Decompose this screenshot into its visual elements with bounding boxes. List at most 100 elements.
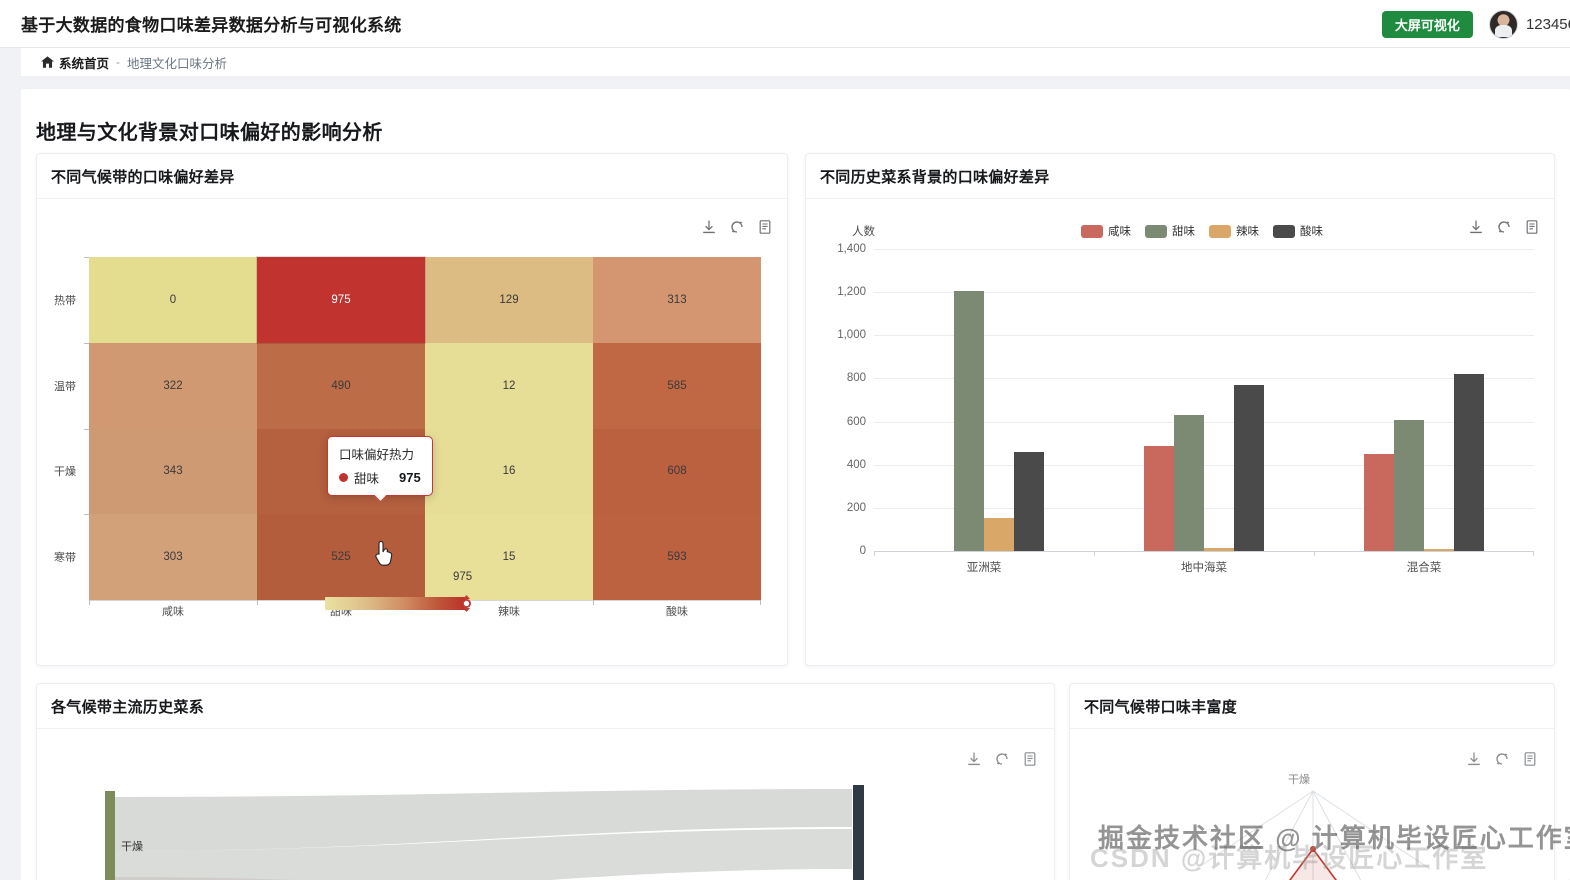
panel-header: 不同气候带的口味偏好差异 xyxy=(37,154,787,199)
data-view-icon[interactable] xyxy=(1524,219,1540,235)
bar-sweet xyxy=(1394,419,1424,551)
gridline xyxy=(874,421,1534,423)
legend-label: 甜味 xyxy=(1172,226,1195,238)
page-card: 地理与文化背景对口味偏好的影响分析 不同气候带的口味偏好差异 xyxy=(21,89,1570,880)
legend-swatch xyxy=(1209,224,1231,238)
download-icon[interactable] xyxy=(1468,219,1484,235)
heatmap-cell[interactable]: 343 xyxy=(89,428,257,515)
bar-x-label: 混合菜 xyxy=(1406,562,1442,574)
heatmap-y-label: 温带 xyxy=(54,380,76,393)
refresh-icon[interactable] xyxy=(994,751,1010,767)
gridline xyxy=(874,249,1534,250)
bar-plot-area xyxy=(874,249,1534,551)
big-screen-visualization-button[interactable]: 大屏可视化 xyxy=(1381,10,1473,38)
legend-label: 辣味 xyxy=(1236,226,1259,238)
legend-item-sweet[interactable]: 甜味 xyxy=(1145,223,1195,239)
visual-map-handle[interactable] xyxy=(460,595,473,612)
download-icon[interactable] xyxy=(1466,751,1482,767)
heatmap-cell[interactable]: 16 xyxy=(425,428,593,515)
bar-salty xyxy=(1364,453,1394,551)
bar-sour xyxy=(1234,384,1264,551)
heatmap-row: 343 514 16 608 xyxy=(89,428,761,515)
data-view-icon[interactable] xyxy=(1522,751,1538,767)
bar-series-container xyxy=(874,249,1534,551)
heatmap-x-tick xyxy=(760,600,761,605)
panel-title-bar: 不同历史菜系背景的口味偏好差异 xyxy=(820,168,1050,186)
bar-y-axis-labels: 0 200 400 600 800 1,000 1,200 1,400 xyxy=(806,243,874,557)
heatmap-tooltip: 口味偏好热力 甜味 975 xyxy=(327,436,433,496)
legend-item-salty[interactable]: 咸味 xyxy=(1081,223,1131,239)
heatmap-y-label: 热带 xyxy=(54,294,76,307)
heatmap-x-tick xyxy=(257,600,258,605)
chart-toolbox-heatmap xyxy=(701,219,773,235)
heatmap-cell[interactable]: 608 xyxy=(593,428,761,515)
app-title: 基于大数据的食物口味差异数据分析与可视化系统 xyxy=(21,16,402,35)
heatmap-cell[interactable]: 129 xyxy=(425,257,593,343)
heatmap-cell-highlighted[interactable]: 975 xyxy=(257,257,425,343)
breadcrumb-home-link[interactable]: 系统首页 xyxy=(59,56,110,71)
legend-swatch xyxy=(1081,224,1103,238)
bar-sweet xyxy=(1174,415,1204,551)
heatmap-cell[interactable]: 12 xyxy=(425,342,593,429)
avatar[interactable] xyxy=(1488,9,1518,39)
radar-chart-body: 干燥 xyxy=(1070,729,1554,880)
heatmap-cell[interactable]: 0 xyxy=(89,257,257,343)
bar-x-label: 亚洲菜 xyxy=(966,562,1002,574)
legend-label: 酸味 xyxy=(1300,226,1323,238)
panel-header: 不同气候带口味丰富度 xyxy=(1070,684,1554,729)
refresh-icon[interactable] xyxy=(1494,751,1510,767)
data-view-icon[interactable] xyxy=(1022,751,1038,767)
sankey-diagram: 干燥 地中海菜 xyxy=(105,785,864,880)
heatmap-cell[interactable]: 585 xyxy=(593,342,761,429)
panel-header: 不同历史菜系背景的口味偏好差异 xyxy=(806,154,1554,199)
panel-title-sankey: 各气候带主流历史菜系 xyxy=(51,698,205,716)
download-icon[interactable] xyxy=(701,219,717,235)
bar-group xyxy=(1094,249,1314,551)
breadcrumb-current: 地理文化口味分析 xyxy=(127,56,228,71)
heatmap-x-label: 辣味 xyxy=(498,606,520,618)
panel-cuisine-taste-bar: 不同历史菜系背景的口味偏好差异 xyxy=(805,153,1555,666)
heatmap-cell[interactable]: 313 xyxy=(593,257,761,343)
heatmap-cell[interactable]: 303 xyxy=(89,514,257,600)
heatmap-cell[interactable]: 593 xyxy=(593,514,761,600)
breadcrumb-separator: - xyxy=(116,55,121,69)
visual-map-slider[interactable]: 975 xyxy=(325,571,472,612)
chart-toolbox-radar xyxy=(1466,751,1538,767)
bar-y-tick-label: 1,400 xyxy=(837,243,866,255)
tooltip-series-name: 甜味 xyxy=(354,472,380,486)
legend-swatch xyxy=(1145,224,1167,238)
bar-chart-body: 人数 咸味 甜味 辣味 xyxy=(806,199,1554,665)
refresh-icon[interactable] xyxy=(729,219,745,235)
panel-climate-taste-heatmap: 不同气候带的口味偏好差异 xyxy=(36,153,788,666)
heatmap-cell[interactable]: 525 xyxy=(257,514,425,600)
bar-spicy xyxy=(1204,548,1234,551)
heatmap-cell[interactable]: 322 xyxy=(89,342,257,429)
heatmap-y-tick xyxy=(84,429,89,430)
refresh-icon[interactable] xyxy=(1496,219,1512,235)
top-header-bar: 基于大数据的食物口味差异数据分析与可视化系统 大屏可视化 123456 xyxy=(0,0,1570,48)
visual-map-gradient-bar xyxy=(325,597,467,610)
heatmap-y-tick xyxy=(84,343,89,344)
heatmap-cell[interactable]: 490 xyxy=(257,342,425,429)
legend-item-spicy[interactable]: 辣味 xyxy=(1209,223,1259,239)
data-view-icon[interactable] xyxy=(757,219,773,235)
gridline xyxy=(874,378,1534,380)
sankey-link xyxy=(113,789,852,851)
header-right-actions: 大屏可视化 123456 xyxy=(1381,0,1570,48)
sankey-node-label-left: 干燥 xyxy=(121,840,143,853)
radar-series-arid xyxy=(1289,847,1337,880)
legend-swatch xyxy=(1273,224,1295,238)
panel-climate-taste-richness-radar: 不同气候带口味丰富度 xyxy=(1069,683,1555,880)
bar-sweet xyxy=(954,291,984,551)
bar-sour xyxy=(1014,451,1044,551)
heatmap-cell[interactable]: 15 xyxy=(425,514,593,600)
bar-y-tick-label: 600 xyxy=(846,415,866,428)
bar-spicy xyxy=(984,517,1014,551)
gridline xyxy=(874,292,1534,293)
sankey-node-left xyxy=(105,791,115,880)
tooltip-series-value: 975 xyxy=(399,470,421,485)
heatmap-cell-grid: 0 975 129 313 322 490 12 585 343 xyxy=(89,257,761,600)
legend-item-sour[interactable]: 酸味 xyxy=(1273,223,1323,239)
download-icon[interactable] xyxy=(966,751,982,767)
heatmap-y-tick xyxy=(84,257,89,258)
